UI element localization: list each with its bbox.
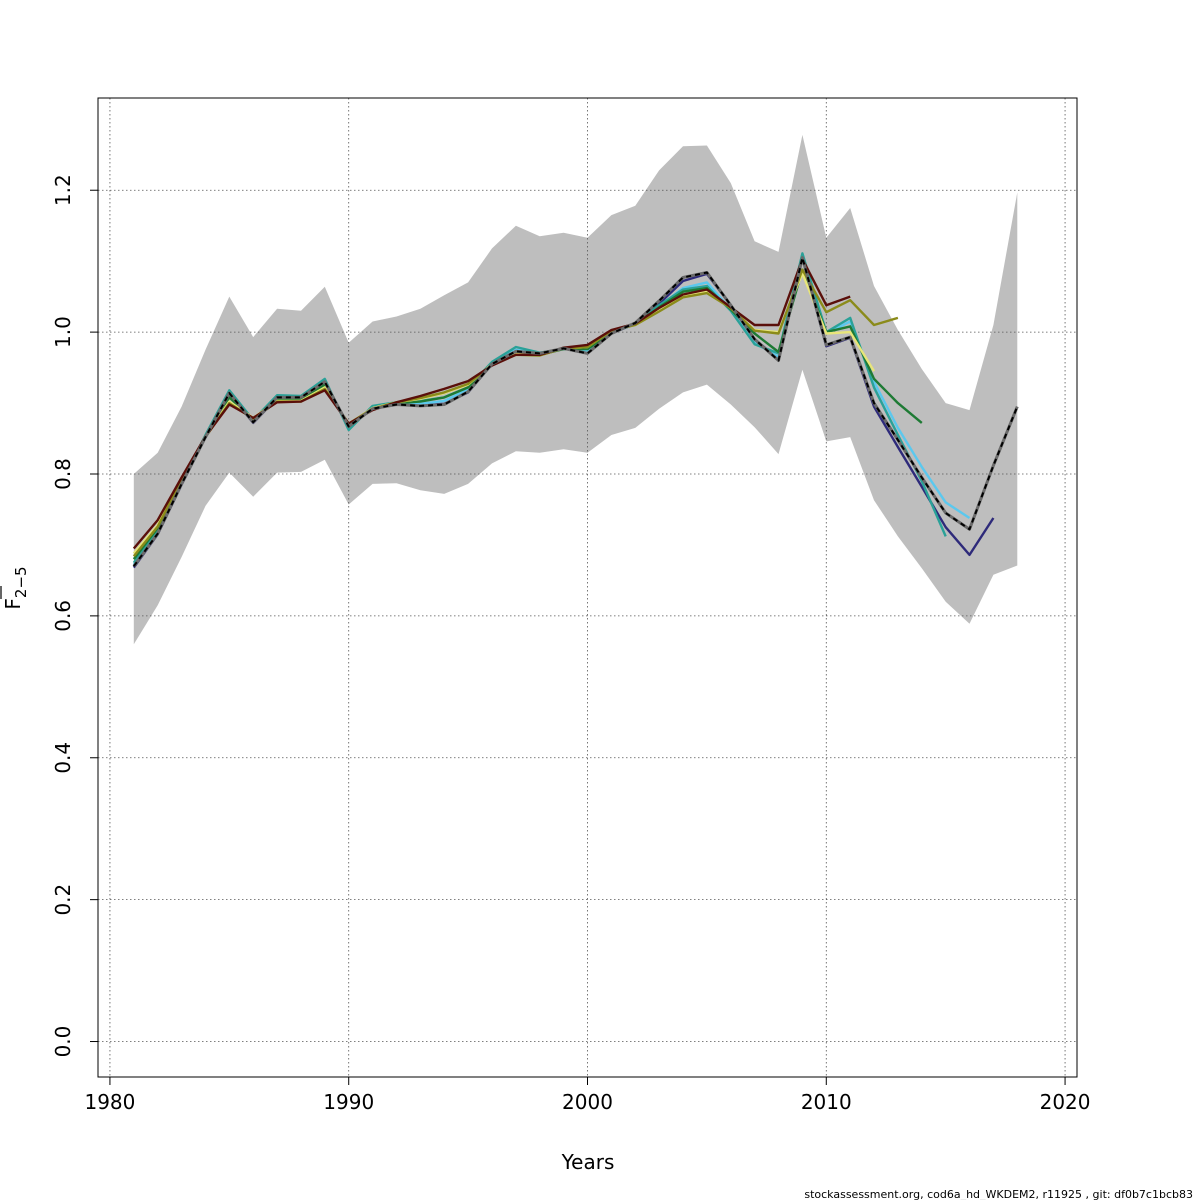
grid-layer: [98, 98, 1077, 1077]
y-axis-title: F2−5: [0, 566, 30, 610]
x-tick-label: 2000: [562, 1090, 613, 1114]
series-layer: [132, 252, 1019, 569]
footer-credit: stockassessment.org, cod6a_hd_WKDEM2, r1…: [804, 1188, 1193, 1200]
y-tick-label: 0.2: [51, 884, 75, 916]
y-tick-label: 0.6: [51, 600, 75, 632]
confidence-band-layer: [133, 134, 1018, 645]
y-axis-title-subscript: 2−5: [12, 566, 30, 598]
x-tick-label: 2010: [801, 1090, 852, 1114]
svg-text:F2−5: F2−5: [1, 566, 30, 609]
y-axis-title-main: F: [1, 598, 25, 610]
x-axis-title: Years: [561, 1150, 615, 1174]
x-tick-label: 1980: [84, 1090, 135, 1114]
series-line-7: [132, 256, 1019, 567]
y-tick-label: 0.4: [51, 742, 75, 774]
y-tick-label: 0.8: [51, 458, 75, 490]
axis-layer: 1980 1990 2000 2010 2020 0.0 0.2 0.4 0.6 0.8 1.0 1.…: [51, 174, 1091, 1114]
x-tick-label: 2020: [1040, 1090, 1091, 1114]
confidence-band: [133, 134, 1018, 645]
y-tick-label: 0.0: [51, 1026, 75, 1058]
x-tick-label: 1990: [323, 1090, 374, 1114]
y-tick-label: 1.0: [51, 316, 75, 348]
y-tick-label: 1.2: [51, 174, 75, 206]
